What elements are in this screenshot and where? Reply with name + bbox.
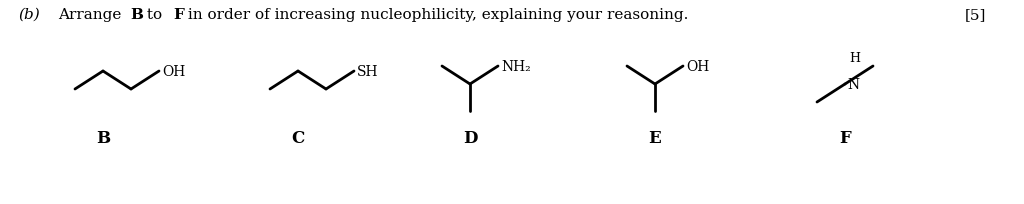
Text: C: C: [292, 129, 304, 146]
Text: F: F: [839, 129, 851, 146]
Text: B: B: [130, 8, 143, 22]
Text: OH: OH: [686, 60, 710, 74]
Text: F: F: [173, 8, 184, 22]
Text: [5]: [5]: [965, 8, 986, 22]
Text: H: H: [849, 52, 860, 65]
Text: in order of increasing nucleophilicity, explaining your reasoning.: in order of increasing nucleophilicity, …: [183, 8, 688, 22]
Text: Arrange: Arrange: [58, 8, 126, 22]
Text: N: N: [847, 78, 859, 92]
Text: OH: OH: [162, 65, 185, 79]
Text: NH₂: NH₂: [501, 60, 530, 74]
Text: B: B: [96, 129, 110, 146]
Text: SH: SH: [357, 65, 379, 79]
Text: D: D: [463, 129, 477, 146]
Text: E: E: [648, 129, 662, 146]
Text: (b): (b): [18, 8, 40, 22]
Text: to: to: [142, 8, 167, 22]
